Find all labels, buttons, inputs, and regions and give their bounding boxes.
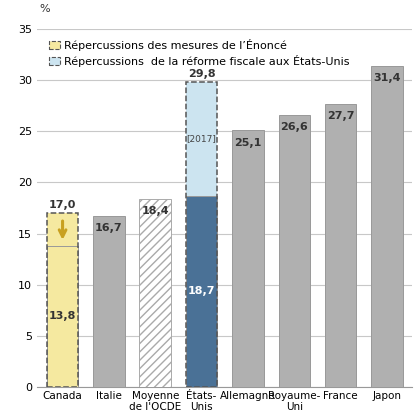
Text: 13,8: 13,8: [49, 311, 76, 321]
Text: 25,1: 25,1: [234, 138, 262, 148]
Bar: [140, 199, 171, 387]
Bar: [47, 213, 78, 387]
Text: 17,0: 17,0: [49, 200, 76, 210]
Text: [2017]: [2017]: [187, 135, 217, 144]
Text: 31,4: 31,4: [373, 73, 401, 83]
Legend: Répercussions des mesures de l’Énoncé, Répercussions  de la réforme fiscale aux : Répercussions des mesures de l’Énoncé, R…: [46, 37, 352, 69]
Text: 18,4: 18,4: [141, 206, 169, 216]
Text: 18,7: 18,7: [188, 286, 215, 296]
Bar: [47, 213, 78, 387]
Bar: [325, 104, 357, 387]
Bar: [186, 196, 217, 387]
Bar: [93, 216, 125, 387]
Text: 26,6: 26,6: [280, 122, 308, 133]
Text: %: %: [39, 4, 50, 14]
Bar: [232, 130, 264, 387]
Bar: [47, 246, 78, 387]
Bar: [186, 82, 217, 387]
Bar: [371, 66, 403, 387]
Bar: [186, 82, 217, 387]
Text: 16,7: 16,7: [95, 224, 123, 233]
Text: 27,7: 27,7: [327, 111, 354, 121]
Bar: [278, 115, 310, 387]
Text: 29,8: 29,8: [188, 69, 215, 79]
